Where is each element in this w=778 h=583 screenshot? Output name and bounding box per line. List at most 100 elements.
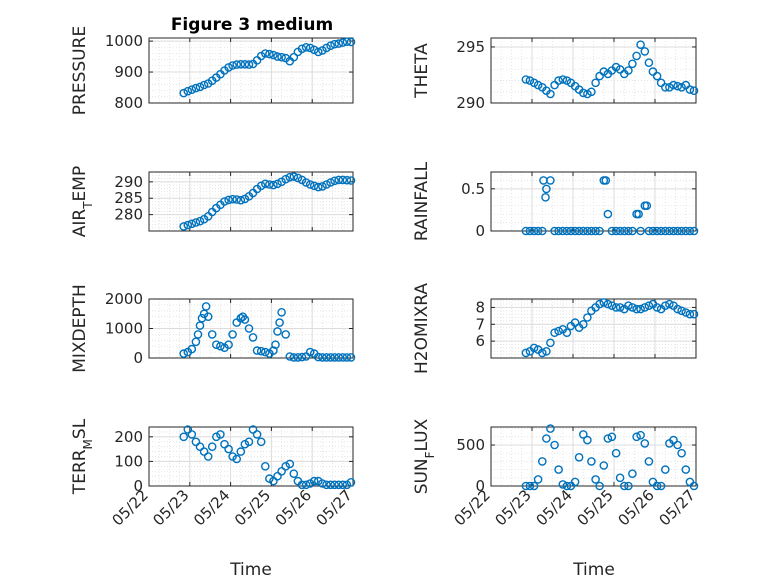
data-point (628, 469, 637, 479)
data-point (297, 480, 307, 490)
y-tick-label: 290 (456, 94, 485, 112)
data-point (661, 465, 670, 474)
data-point (199, 447, 209, 456)
data-point (665, 83, 674, 92)
data-point (305, 180, 315, 189)
data-point (220, 197, 229, 206)
data-point (652, 71, 662, 81)
axes-box (490, 426, 697, 487)
y-tick-label: 295 (456, 38, 485, 56)
data-point (620, 481, 629, 491)
data-point (301, 178, 311, 187)
data-point (550, 440, 559, 450)
data-point (566, 226, 576, 236)
data-point (661, 226, 670, 236)
data-point (330, 176, 339, 186)
data-point (334, 39, 344, 48)
data-point (601, 176, 611, 185)
plot-area (491, 172, 696, 231)
data-point (579, 319, 588, 329)
data-point (256, 437, 266, 447)
axes-box (490, 171, 697, 232)
x-axis-label-right: Time (572, 560, 615, 580)
data-point (207, 442, 217, 452)
data-point (191, 437, 201, 447)
data-point (195, 216, 205, 226)
data-point (273, 327, 282, 336)
data-point (570, 226, 580, 236)
data-point (615, 303, 625, 312)
y-tick-label: 200 (114, 428, 143, 446)
x-tick-label: 05/24 (190, 486, 233, 529)
data-point (640, 303, 650, 312)
y-axis-label: SUNFLUX (412, 418, 437, 494)
data-point (579, 430, 588, 439)
y-tick-label: 0 (475, 477, 485, 495)
data-point (305, 347, 315, 357)
data-point (338, 480, 348, 490)
data-point (525, 76, 535, 85)
data-point (562, 481, 572, 491)
data-point (529, 343, 539, 353)
data-point (546, 424, 555, 433)
subplot-h2omixra: 678 H2OMIXRA (412, 283, 699, 374)
data-point (232, 60, 241, 69)
data-point (665, 226, 674, 236)
data-point (220, 439, 229, 449)
data-point (232, 454, 241, 464)
y-tick-label: 0 (133, 477, 143, 495)
data-point (620, 226, 629, 236)
data-point (338, 38, 348, 47)
data-point (338, 353, 348, 362)
axes-box (148, 171, 354, 232)
y-tick-label: 290 (114, 173, 143, 191)
data-point (256, 346, 266, 356)
data-point (591, 475, 600, 484)
data-point (558, 75, 568, 84)
data-point (342, 37, 352, 47)
data-point (529, 481, 539, 491)
data-point (542, 434, 551, 443)
data-point (533, 475, 543, 484)
data-point (224, 63, 233, 72)
data-point (587, 226, 596, 236)
data-point (521, 226, 531, 236)
data-point (342, 175, 352, 185)
data-point (574, 226, 584, 236)
data-point (533, 226, 543, 236)
data-point (681, 308, 691, 317)
data-point (179, 222, 188, 231)
data-point (583, 435, 592, 445)
data-point (322, 180, 331, 189)
data-point (611, 303, 621, 312)
data-point (599, 461, 609, 470)
data-point (285, 459, 295, 469)
x-tick-label: 05/27 (656, 486, 699, 529)
data-point (669, 226, 678, 236)
data-point (607, 432, 617, 442)
y-tick-label: 280 (114, 206, 143, 224)
data-point (677, 83, 686, 92)
data-point (322, 480, 331, 490)
data-point (546, 176, 555, 185)
x-tick-label: 05/27 (313, 486, 356, 529)
data-point (191, 218, 201, 227)
data-point (326, 178, 335, 187)
data-point (673, 304, 682, 314)
data-point (275, 318, 284, 327)
data-point (665, 299, 674, 309)
data-point (203, 452, 213, 461)
data-point (521, 348, 531, 358)
data-point (236, 313, 246, 323)
data-point (611, 448, 621, 458)
data-point (669, 80, 678, 90)
figure-title: Figure 3 medium (171, 15, 333, 35)
data-point (342, 353, 352, 362)
data-point (277, 307, 286, 317)
data-point (326, 480, 335, 490)
data-point (661, 301, 670, 311)
data-point (595, 226, 604, 236)
data-point (224, 195, 233, 205)
data-point (599, 67, 609, 76)
data-point (330, 480, 339, 490)
